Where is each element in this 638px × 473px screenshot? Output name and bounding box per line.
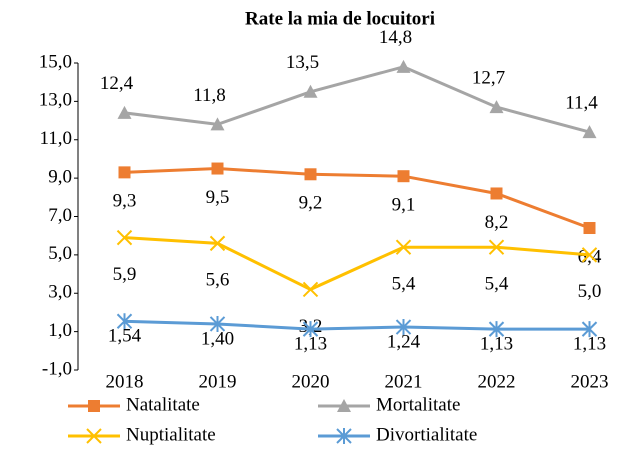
y-tick-label: 7,0: [48, 205, 72, 226]
value-label: 6,4: [578, 246, 602, 267]
marker: [336, 428, 352, 444]
value-label: 1,13: [480, 333, 513, 354]
value-label: 9,5: [206, 187, 230, 208]
value-label: 1,13: [294, 333, 327, 354]
value-label: 9,1: [392, 195, 416, 216]
chart-title: Rate la mia de locuitori: [245, 8, 435, 29]
legend-label: Nuptialitate: [126, 424, 216, 445]
legend-label: Natalitate: [126, 394, 200, 415]
x-tick-label: 2020: [292, 371, 330, 392]
value-label: 5,6: [206, 270, 230, 291]
marker: [395, 239, 412, 255]
value-label: 9,3: [113, 191, 137, 212]
marker: [88, 400, 100, 412]
series-line: [124, 319, 590, 331]
legend-label: Mortalitate: [376, 394, 460, 415]
marker: [489, 100, 504, 114]
marker: [581, 247, 598, 263]
y-tick-label: 1,0: [48, 320, 72, 341]
y-tick-label: -1,0: [42, 358, 72, 379]
y-tick-label: 3,0: [48, 282, 72, 303]
value-label: 5,9: [113, 264, 137, 285]
marker: [116, 313, 133, 330]
value-label: 14,8: [379, 27, 412, 48]
marker: [488, 321, 505, 338]
value-label: 11,8: [193, 85, 226, 106]
x-tick-label: 2021: [385, 371, 423, 392]
marker: [395, 319, 412, 336]
value-label: 1,40: [201, 328, 234, 349]
value-label: 9,2: [299, 193, 323, 214]
marker: [302, 281, 319, 298]
marker: [210, 117, 225, 131]
value-label: 13,5: [286, 52, 319, 73]
marker: [304, 168, 317, 181]
marker: [303, 84, 318, 98]
series-line: [124, 167, 591, 230]
legend-label: Divortialitate: [376, 424, 477, 445]
value-label: 1,54: [108, 326, 142, 347]
marker: [488, 239, 505, 255]
value-label: 12,4: [100, 73, 134, 94]
marker: [116, 229, 133, 246]
series-line: [124, 236, 590, 292]
value-label: 5,4: [392, 274, 416, 295]
value-label: 8,2: [485, 212, 509, 233]
marker: [581, 321, 598, 338]
y-tick-label: 13,0: [39, 90, 72, 111]
x-tick-label: 2022: [478, 371, 516, 392]
y-tick-label: 5,0: [48, 243, 72, 264]
marker: [302, 321, 319, 338]
marker: [86, 428, 102, 444]
marker: [209, 315, 226, 332]
marker: [396, 59, 411, 73]
marker: [582, 125, 597, 139]
marker: [337, 399, 351, 412]
y-tick-label: 11,0: [39, 128, 72, 149]
y-tick-label: 15,0: [39, 51, 72, 72]
value-label: 1,13: [573, 333, 606, 354]
marker: [490, 187, 503, 200]
marker: [118, 166, 131, 179]
value-label: 11,4: [565, 92, 598, 113]
x-tick-label: 2019: [199, 371, 237, 392]
marker: [117, 105, 132, 119]
series-line: [124, 65, 590, 134]
marker: [211, 162, 224, 175]
value-label: 5,0: [578, 281, 602, 302]
marker: [397, 170, 410, 183]
y-tick-label: 9,0: [48, 166, 72, 187]
marker: [209, 235, 226, 252]
value-label: 1,24: [387, 331, 421, 352]
value-label: 5,4: [485, 274, 509, 295]
x-tick-label: 2018: [106, 371, 144, 392]
x-tick-label: 2023: [571, 371, 609, 392]
marker: [583, 222, 596, 235]
value-label: 12,7: [472, 67, 505, 88]
